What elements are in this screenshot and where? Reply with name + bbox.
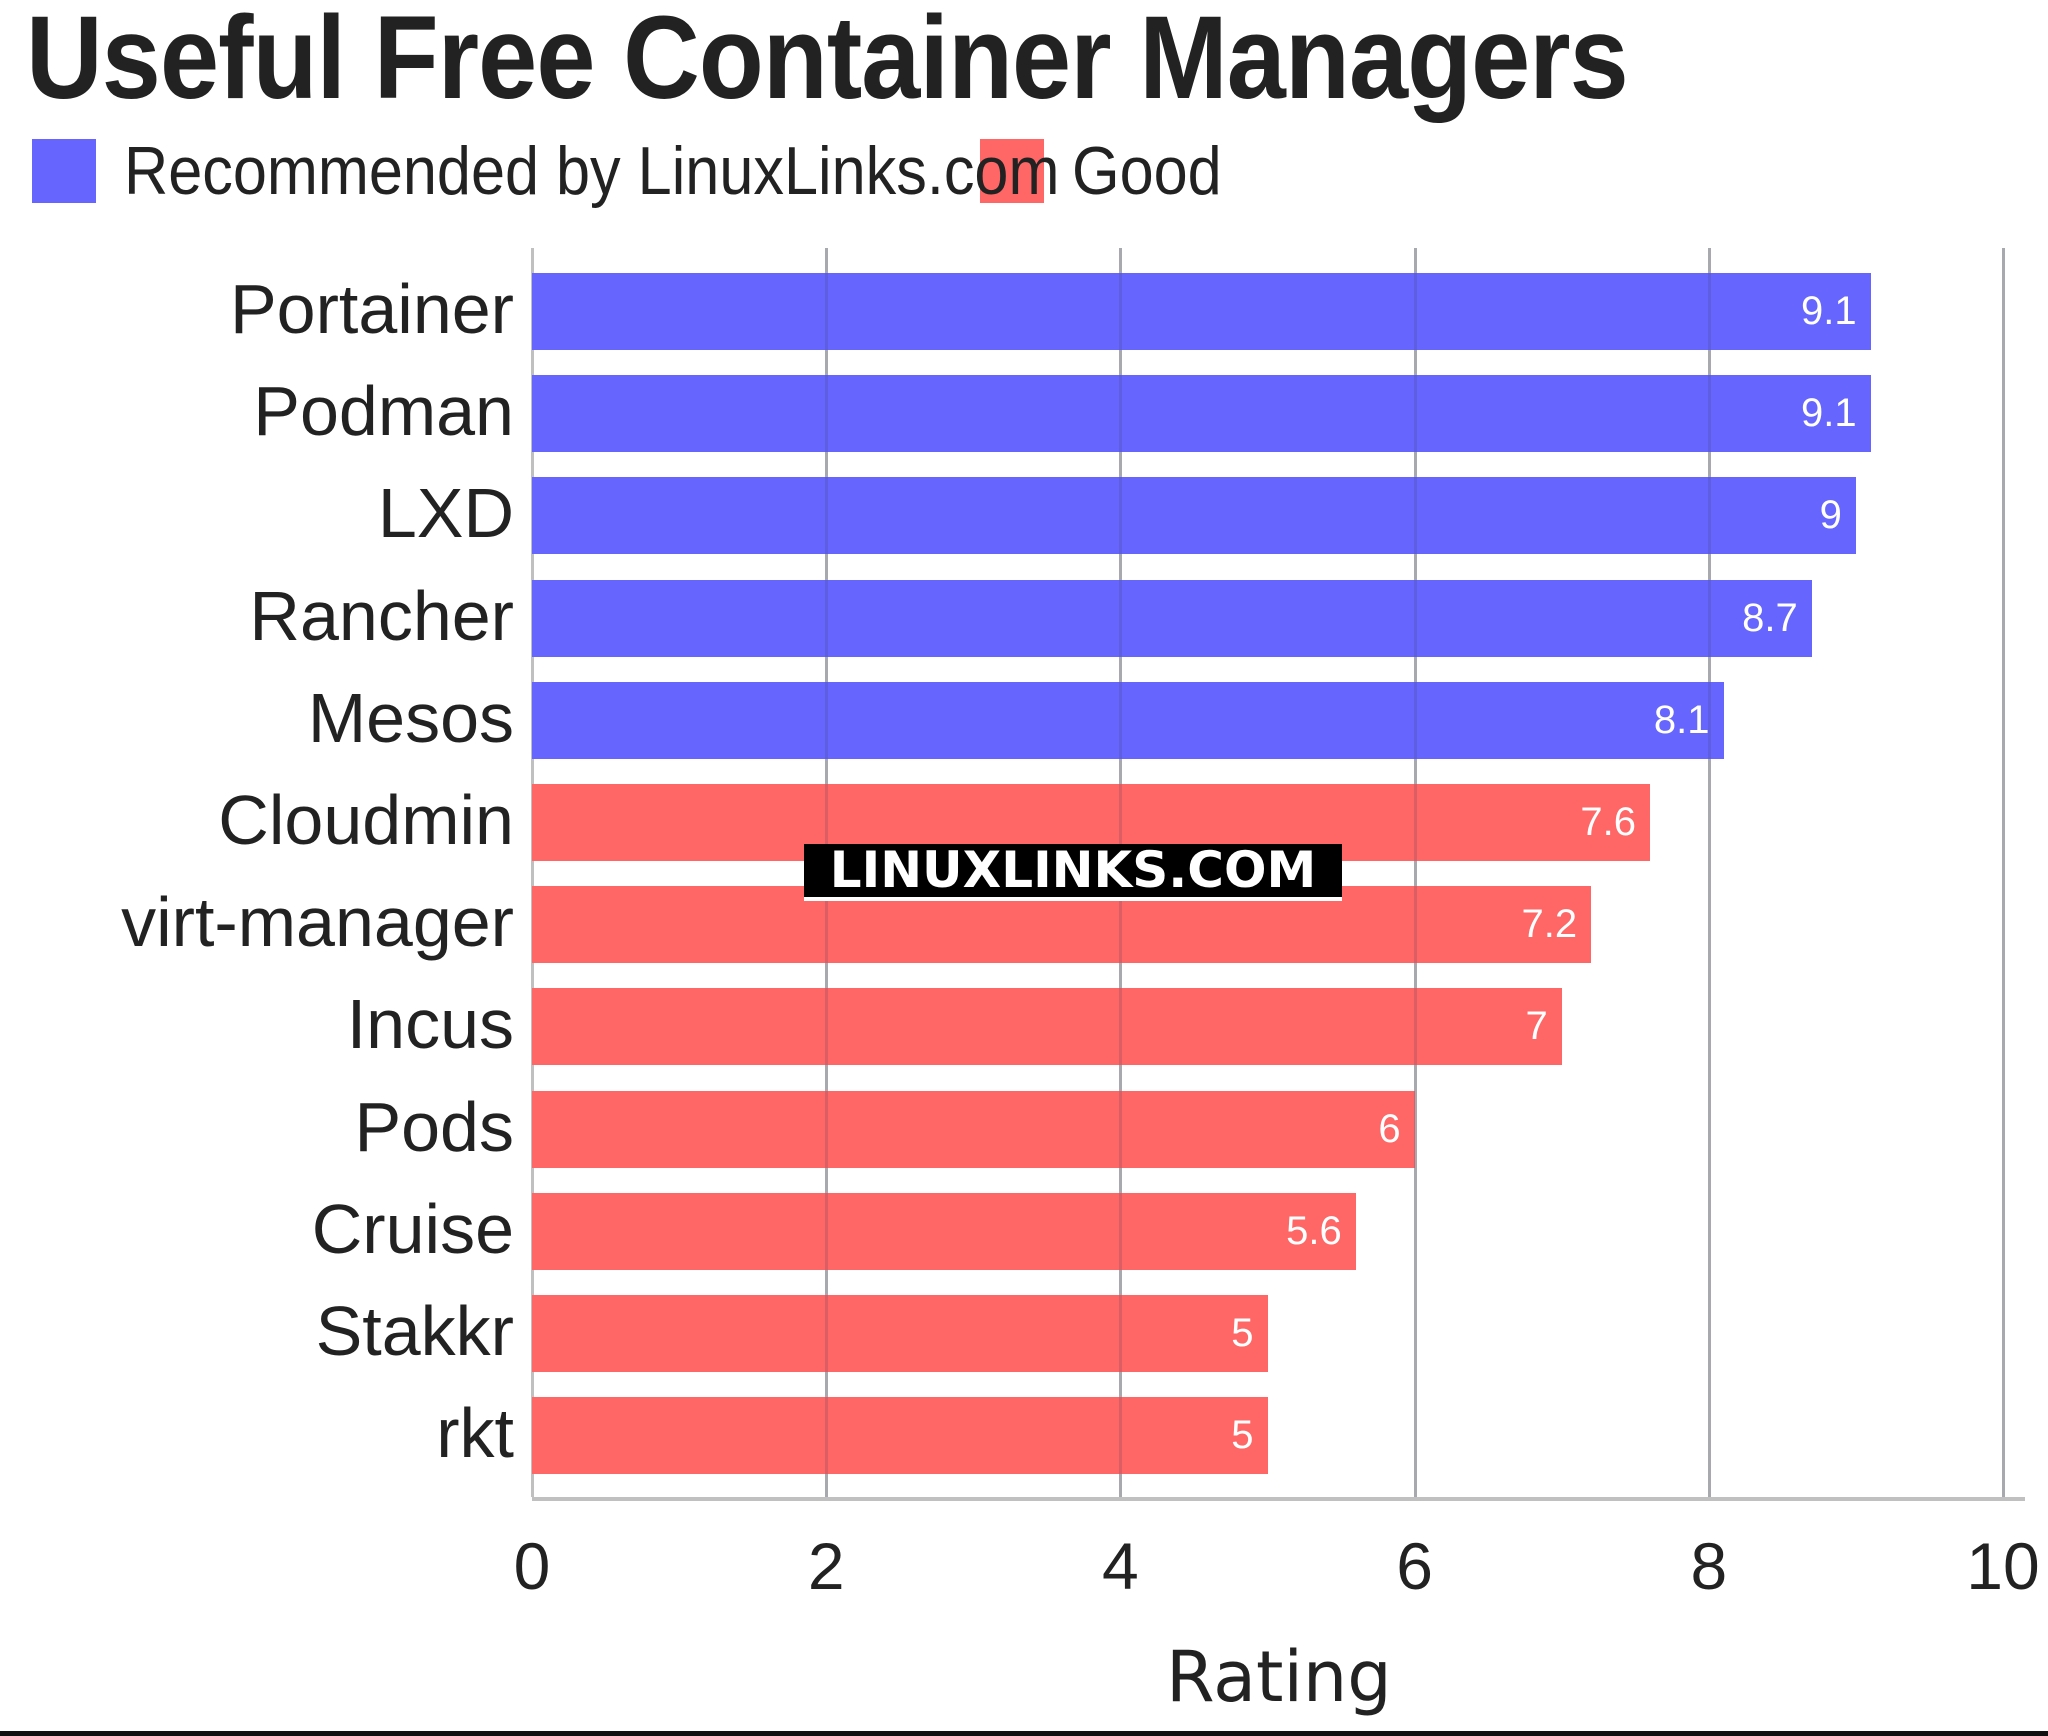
bar: 7.2 xyxy=(532,886,1592,964)
category-label: Cruise xyxy=(311,1189,514,1268)
x-tick-label: 8 xyxy=(1690,1529,1728,1603)
category-label: Stakkr xyxy=(315,1292,514,1370)
category-label: rkt xyxy=(436,1394,514,1473)
bar-value-label: 5 xyxy=(1231,1311,1254,1355)
category-label: Rancher xyxy=(249,576,514,655)
bar: 6 xyxy=(532,1090,1415,1168)
bar: 9.1 xyxy=(532,273,1871,350)
bar-value-label: 5 xyxy=(1231,1413,1254,1458)
legend: Recommended by LinuxLinks.com Good xyxy=(32,133,1274,209)
gridline xyxy=(1707,248,1711,1497)
bar-value-label: 6 xyxy=(1378,1106,1401,1151)
bar-value-label: 9.1 xyxy=(1801,391,1857,436)
legend-label-recommended: Recommended by LinuxLinks.com xyxy=(124,133,1060,209)
category-label: Portainer xyxy=(229,270,514,348)
legend-item-good: Good xyxy=(980,133,1238,209)
x-axis-line xyxy=(532,1497,2025,1501)
watermark: LINUXLINKS.COM xyxy=(804,844,1342,901)
category-label: Cloudmin xyxy=(218,781,514,859)
bar-value-label: 5.6 xyxy=(1286,1208,1342,1253)
x-tick-label: 2 xyxy=(807,1529,845,1603)
category-label: Podman xyxy=(253,372,514,451)
bar: 7 xyxy=(532,988,1562,1066)
bar: 9.1 xyxy=(532,375,1871,453)
category-label: Pods xyxy=(354,1087,514,1166)
legend-swatch-good xyxy=(980,139,1044,203)
bar-value-label: 7.6 xyxy=(1580,800,1636,844)
bar: 5 xyxy=(532,1295,1268,1372)
chart-title: Useful Free Container Managers xyxy=(26,0,1629,124)
x-tick-label: 10 xyxy=(1966,1529,2040,1603)
category-label: virt-manager xyxy=(121,883,514,962)
category-label: Mesos xyxy=(307,678,514,757)
gridline-overlay xyxy=(1707,248,1711,1497)
category-label: Incus xyxy=(346,985,514,1064)
gridline xyxy=(1413,248,1417,1497)
gridline-overlay xyxy=(1413,248,1417,1497)
gridline-overlay xyxy=(2002,248,2005,1497)
bar-value-label: 7 xyxy=(1525,1004,1548,1049)
x-tick-label: 6 xyxy=(1396,1529,1433,1603)
gridline xyxy=(2002,248,2005,1497)
x-tick-label: 0 xyxy=(513,1529,551,1603)
bar-value-label: 8.1 xyxy=(1653,697,1710,742)
bar-value-label: 9 xyxy=(1819,493,1842,538)
legend-label-good: Good xyxy=(1072,133,1222,209)
bar-value-label: 8.7 xyxy=(1742,595,1798,640)
bottom-rule xyxy=(0,1731,2048,1736)
bar-value-label: 9.1 xyxy=(1801,289,1857,333)
x-axis-label: Rating xyxy=(1166,1636,1392,1718)
bar: 8.1 xyxy=(532,681,1724,759)
x-tick-label: 4 xyxy=(1102,1529,1139,1603)
bar: 9 xyxy=(532,477,1856,555)
category-label: LXD xyxy=(377,474,514,553)
bar-value-label: 7.2 xyxy=(1521,902,1578,947)
bar: 8.7 xyxy=(532,579,1812,657)
legend-item-recommended: Recommended by LinuxLinks.com xyxy=(32,133,1060,209)
bar: 5.6 xyxy=(532,1192,1356,1270)
y-axis-line xyxy=(531,248,534,1497)
bar: 5 xyxy=(532,1397,1268,1475)
legend-swatch-recommended xyxy=(32,139,96,203)
